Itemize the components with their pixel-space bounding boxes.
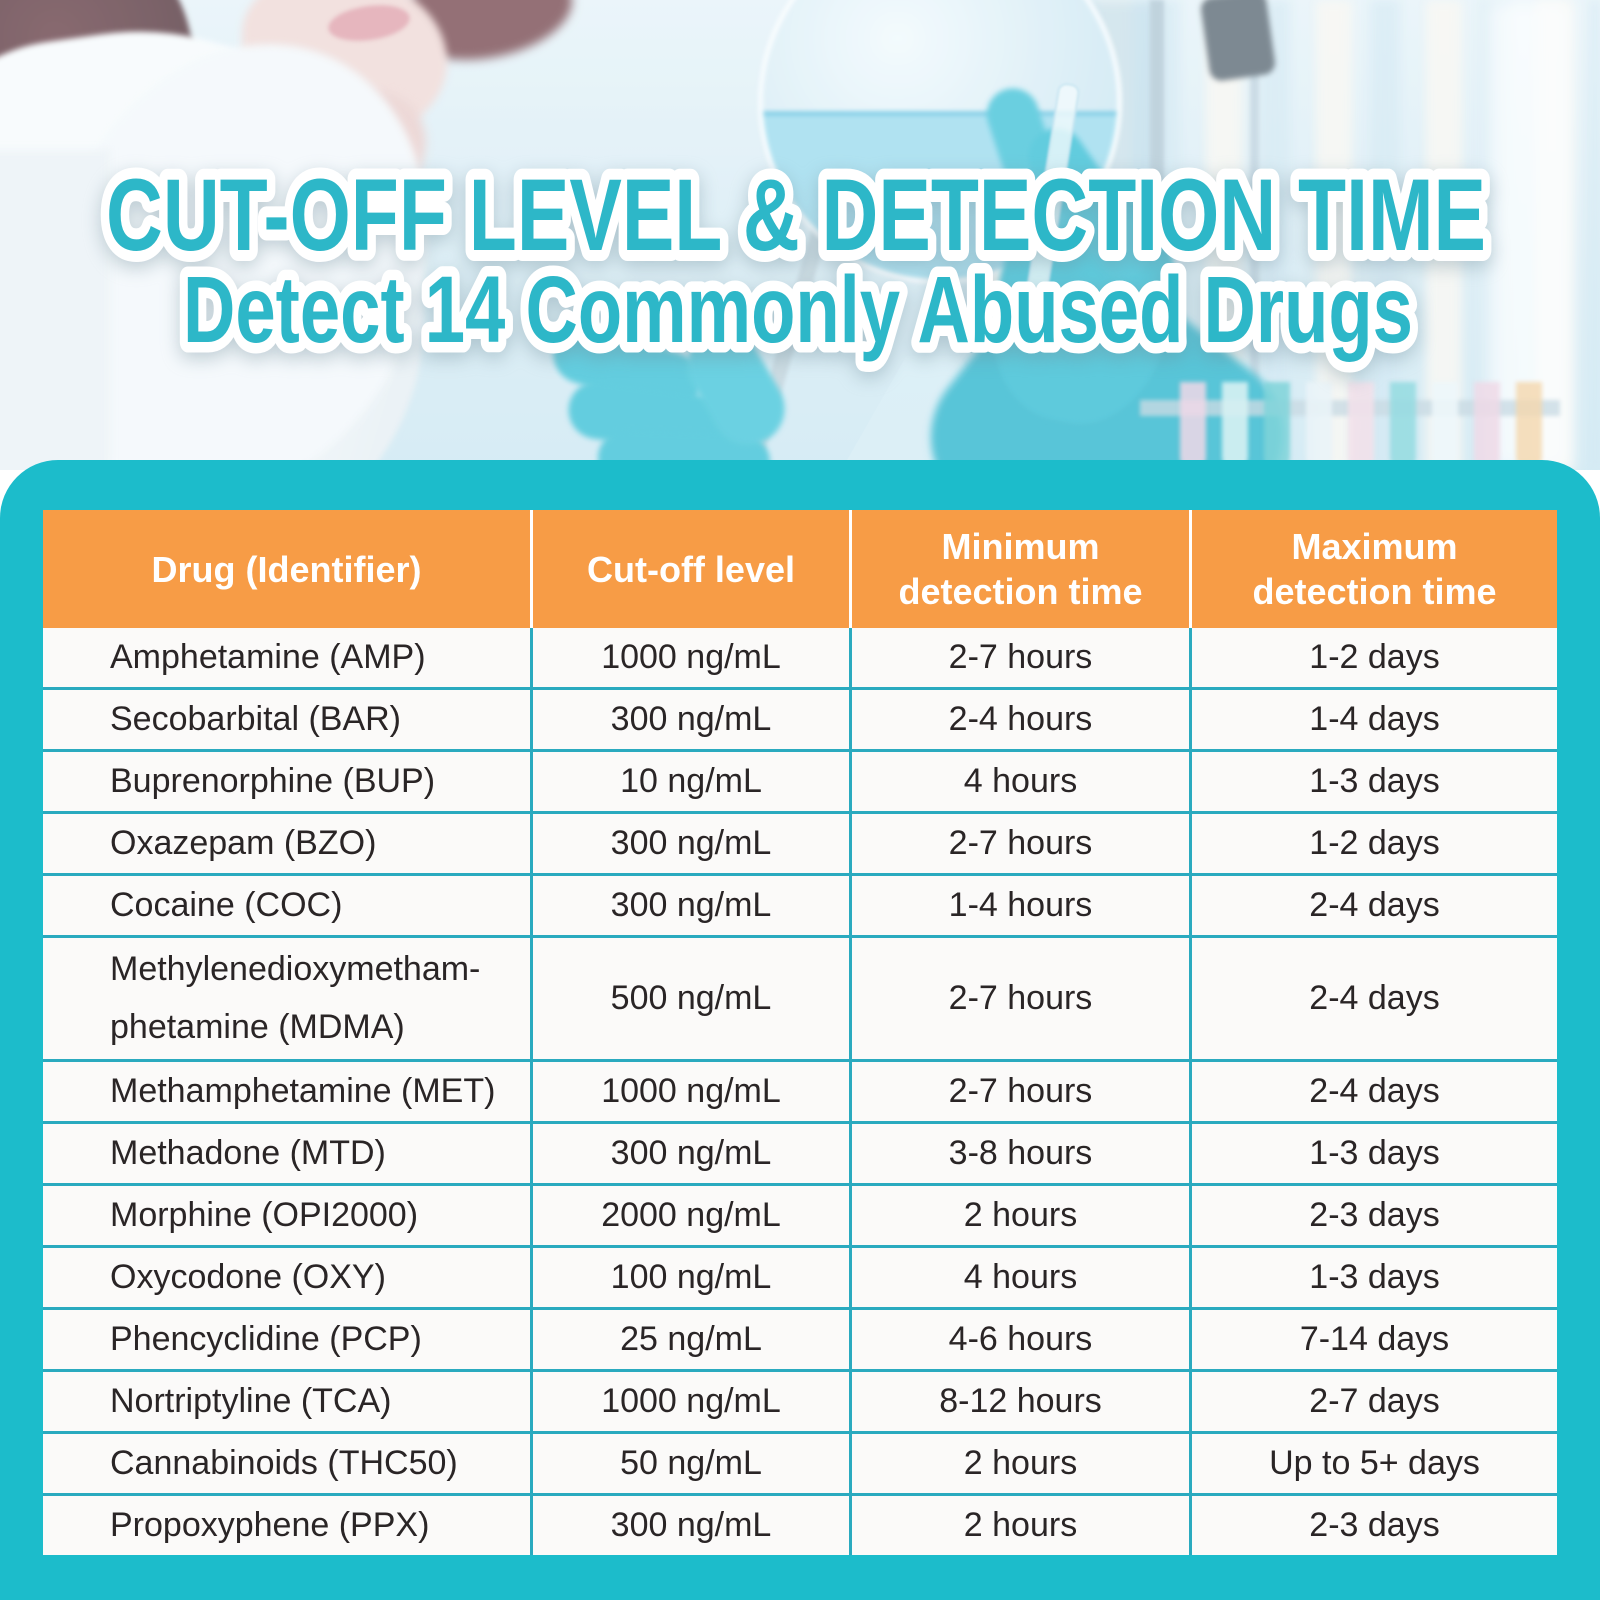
header-minimum-detection-time: Minimum detection time <box>852 510 1189 628</box>
header-cutoff-level: Cut-off level <box>533 510 849 628</box>
cutoff-level-cell: 500 ng/mL <box>533 938 849 1059</box>
test-tube-pink <box>1180 382 1206 470</box>
min-detection-cell: 8-12 hours <box>852 1372 1189 1431</box>
cutoff-level-cell: 300 ng/mL <box>533 1124 849 1183</box>
table-row-thc50: Cannabinoids (THC50) 50 ng/mL 2 hours Up… <box>43 1434 1557 1493</box>
lab-photo-background <box>0 0 1600 470</box>
min-detection-cell: 4-6 hours <box>852 1310 1189 1369</box>
min-detection-cell: 2-4 hours <box>852 690 1189 749</box>
drug-name-cell: Oxazepam (BZO) <box>43 814 530 873</box>
max-detection-cell: 1-2 days <box>1192 814 1557 873</box>
drug-name-cell: Cocaine (COC) <box>43 876 530 935</box>
max-detection-cell: 2-3 days <box>1192 1186 1557 1245</box>
cutoff-level-cell: 300 ng/mL <box>533 1496 849 1555</box>
drug-name-cell: Secobarbital (BAR) <box>43 690 530 749</box>
drug-name-cell: Methadone (MTD) <box>43 1124 530 1183</box>
min-detection-cell: 2-7 hours <box>852 1062 1189 1121</box>
drug-table: Drug (Identifier) Cut-off level Minimum … <box>43 510 1557 1555</box>
max-detection-cell: 2-4 days <box>1192 938 1557 1059</box>
test-tube-pink-2 <box>1348 382 1374 470</box>
table-row-mtd: Methadone (MTD) 300 ng/mL 3-8 hours 1-3 … <box>43 1124 1557 1183</box>
photo-fog-overlay <box>0 0 1600 470</box>
table-row-oxy: Oxycodone (OXY) 100 ng/mL 4 hours 1-3 da… <box>43 1248 1557 1307</box>
min-detection-cell: 2 hours <box>852 1186 1189 1245</box>
stand-rod-vertical-2 <box>1250 0 1259 470</box>
min-detection-cell: 2-7 hours <box>852 938 1189 1059</box>
test-tube-pale <box>1222 382 1248 470</box>
min-detection-cell: 4 hours <box>852 1248 1189 1307</box>
table-row-opi2000: Morphine (OPI2000) 2000 ng/mL 2 hours 2-… <box>43 1186 1557 1245</box>
max-detection-cell: 1-3 days <box>1192 752 1557 811</box>
min-detection-cell: 3-8 hours <box>852 1124 1189 1183</box>
test-tube-clear-2 <box>1432 382 1458 470</box>
min-detection-cell: 4 hours <box>852 752 1189 811</box>
table-row-ppx: Propoxyphene (PPX) 300 ng/mL 2 hours 2-3… <box>43 1496 1557 1555</box>
cutoff-level-cell: 300 ng/mL <box>533 814 849 873</box>
min-detection-cell: 1-4 hours <box>852 876 1189 935</box>
drug-name-cell: Methamphetamine (MET) <box>43 1062 530 1121</box>
table-header-row: Drug (Identifier) Cut-off level Minimum … <box>43 510 1557 628</box>
cutoff-level-cell: 100 ng/mL <box>533 1248 849 1307</box>
table-row-bzo: Oxazepam (BZO) 300 ng/mL 2-7 hours 1-2 d… <box>43 814 1557 873</box>
cutoff-level-cell: 1000 ng/mL <box>533 1372 849 1431</box>
drug-name-cell: Buprenorphine (BUP) <box>43 752 530 811</box>
test-tube-teal-2 <box>1390 382 1416 470</box>
cutoff-level-cell: 25 ng/mL <box>533 1310 849 1369</box>
cutoff-level-cell: 1000 ng/mL <box>533 628 849 687</box>
cutoff-level-cell: 2000 ng/mL <box>533 1186 849 1245</box>
table-row-bup: Buprenorphine (BUP) 10 ng/mL 4 hours 1-3… <box>43 752 1557 811</box>
table-row-coc: Cocaine (COC) 300 ng/mL 1-4 hours 2-4 da… <box>43 876 1557 935</box>
min-detection-cell: 2 hours <box>852 1496 1189 1555</box>
drug-name-cell: Cannabinoids (THC50) <box>43 1434 530 1493</box>
drug-name-cell: Oxycodone (OXY) <box>43 1248 530 1307</box>
table-row-bar: Secobarbital (BAR) 300 ng/mL 2-4 hours 1… <box>43 690 1557 749</box>
max-detection-cell: 1-3 days <box>1192 1124 1557 1183</box>
max-detection-cell: 1-2 days <box>1192 628 1557 687</box>
drug-name-cell: Methylenedioxymetham-phetamine (MDMA) <box>43 938 530 1059</box>
drug-name-cell: Amphetamine (AMP) <box>43 628 530 687</box>
drug-name-cell: Propoxyphene (PPX) <box>43 1496 530 1555</box>
min-detection-cell: 2 hours <box>852 1434 1189 1493</box>
max-detection-cell: 1-4 days <box>1192 690 1557 749</box>
page-subtitle: Detect 14 Commonly Abused Drugs <box>183 257 1413 363</box>
min-detection-cell: 2-7 hours <box>852 814 1189 873</box>
title-block: CUT-OFF LEVEL & DETECTION TIME Detect 14… <box>95 147 1497 374</box>
min-detection-cell: 2-7 hours <box>852 628 1189 687</box>
test-tube-amber <box>1516 382 1542 470</box>
cutoff-level-cell: 10 ng/mL <box>533 752 849 811</box>
header-drug-identifier: Drug (Identifier) <box>43 510 530 628</box>
table-row-pcp: Phencyclidine (PCP) 25 ng/mL 4-6 hours 7… <box>43 1310 1557 1369</box>
test-tube-clear <box>1306 382 1332 470</box>
max-detection-cell: 2-3 days <box>1192 1496 1557 1555</box>
header-maximum-detection-time: Maximum detection time <box>1192 510 1557 628</box>
max-detection-cell: 2-7 days <box>1192 1372 1557 1431</box>
max-detection-cell: 7-14 days <box>1192 1310 1557 1369</box>
table-row-met: Methamphetamine (MET) 1000 ng/mL 2-7 hou… <box>43 1062 1557 1121</box>
table-row-amp: Amphetamine (AMP) 1000 ng/mL 2-7 hours 1… <box>43 628 1557 687</box>
drug-name-cell: Phencyclidine (PCP) <box>43 1310 530 1369</box>
max-detection-cell: Up to 5+ days <box>1192 1434 1557 1493</box>
lab-coat-edge <box>0 150 110 470</box>
cutoff-level-cell: 300 ng/mL <box>533 690 849 749</box>
test-tube-teal <box>1264 382 1290 470</box>
cutoff-level-cell: 1000 ng/mL <box>533 1062 849 1121</box>
max-detection-cell: 2-4 days <box>1192 876 1557 935</box>
drug-name-cell: Nortriptyline (TCA) <box>43 1372 530 1431</box>
table-row-tca: Nortriptyline (TCA) 1000 ng/mL 8-12 hour… <box>43 1372 1557 1431</box>
page-title: CUT-OFF LEVEL & DETECTION TIME <box>106 158 1486 272</box>
test-tube-pink-3 <box>1474 382 1500 470</box>
table-row-mdma: Methylenedioxymetham-phetamine (MDMA) 50… <box>43 938 1557 1059</box>
max-detection-cell: 1-3 days <box>1192 1248 1557 1307</box>
drug-name-cell: Morphine (OPI2000) <box>43 1186 530 1245</box>
table-body: Amphetamine (AMP) 1000 ng/mL 2-7 hours 1… <box>43 628 1557 1555</box>
max-detection-cell: 2-4 days <box>1192 1062 1557 1121</box>
cutoff-level-cell: 300 ng/mL <box>533 876 849 935</box>
cutoff-level-cell: 50 ng/mL <box>533 1434 849 1493</box>
